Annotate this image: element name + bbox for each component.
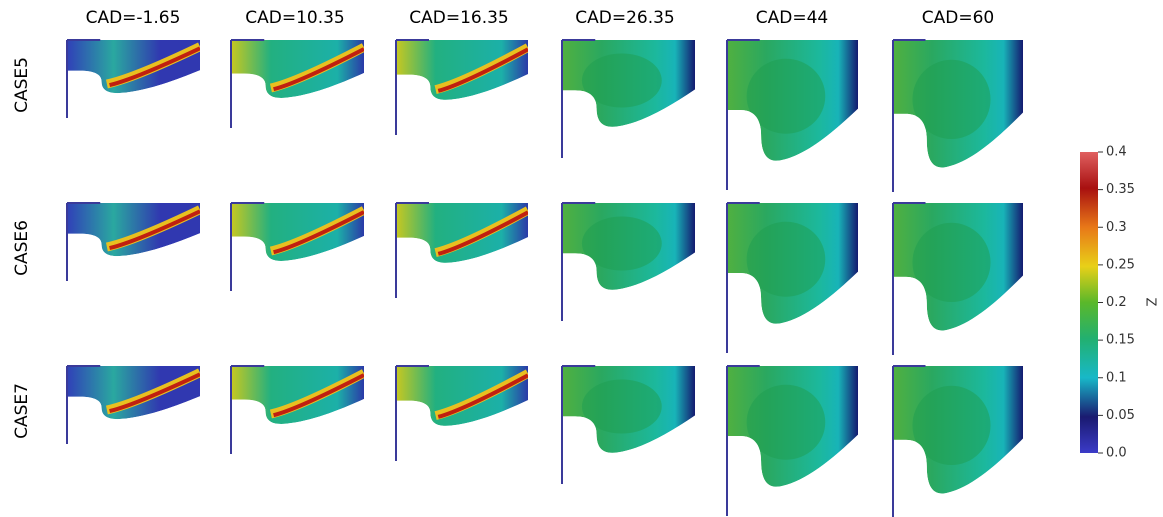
domain [67, 366, 200, 419]
blob [913, 386, 991, 465]
column-header: CAD=-1.65 [86, 8, 181, 28]
row-label: CASE7 [12, 383, 32, 439]
contour-panel [396, 203, 528, 263]
contour-panel [67, 40, 200, 93]
domain [231, 40, 364, 98]
contour-panel [727, 366, 858, 487]
blob [582, 54, 662, 108]
figure: Z CAD=-1.65 CAD=10.35 CAD=16.35 CAD=26.35 CA… [0, 0, 1163, 517]
blob [913, 223, 991, 302]
contour-panel [562, 40, 695, 127]
blob [582, 380, 662, 434]
colorbar-tick-label: 0.0 [1106, 446, 1127, 461]
colorbar-tick-label: 0.2 [1106, 295, 1127, 310]
contour-panel [727, 203, 858, 324]
domain [231, 203, 364, 261]
contour-panel [67, 203, 200, 256]
column-header: CAD=60 [922, 8, 994, 28]
row-label: CASE5 [12, 57, 32, 113]
colorbar-tick-label: 0.1 [1106, 370, 1127, 385]
colorbar-tick-label: 0.3 [1106, 220, 1127, 235]
contour-panel [562, 203, 695, 290]
row-label: CASE6 [12, 220, 32, 276]
domain [67, 203, 200, 256]
colorbar-tick-label: 0.35 [1106, 182, 1135, 197]
blob [913, 60, 991, 139]
contour-panel [893, 366, 1023, 493]
blob [747, 59, 826, 134]
column-header: CAD=44 [756, 8, 828, 28]
column-header: CAD=10.35 [245, 8, 345, 28]
contour-panel [562, 366, 695, 453]
contour-panel [231, 40, 364, 98]
blob [747, 222, 826, 297]
colorbar-tick-label: 0.05 [1106, 408, 1135, 423]
domain [231, 366, 364, 424]
colorbar-tick-label: 0.25 [1106, 257, 1135, 272]
contour-panel [893, 40, 1023, 167]
contour-panel [396, 366, 528, 426]
colorbar-tick-label: 0.4 [1106, 145, 1127, 160]
contour-panel [396, 40, 528, 100]
contour-panel [67, 366, 200, 419]
contour-panel [231, 203, 364, 261]
blob [747, 385, 826, 460]
colorbar-tick-label: 0.15 [1106, 333, 1135, 348]
column-header: CAD=16.35 [409, 8, 509, 28]
domain [396, 40, 528, 100]
domain [396, 366, 528, 426]
blob [582, 217, 662, 271]
colorbar [1080, 152, 1098, 453]
contour-panel [727, 40, 858, 161]
contour-panel [893, 203, 1023, 330]
colorbar-label: Z [1143, 298, 1158, 307]
column-header: CAD=26.35 [575, 8, 675, 28]
contour-panel [231, 366, 364, 424]
domain [67, 40, 200, 93]
domain [396, 203, 528, 263]
